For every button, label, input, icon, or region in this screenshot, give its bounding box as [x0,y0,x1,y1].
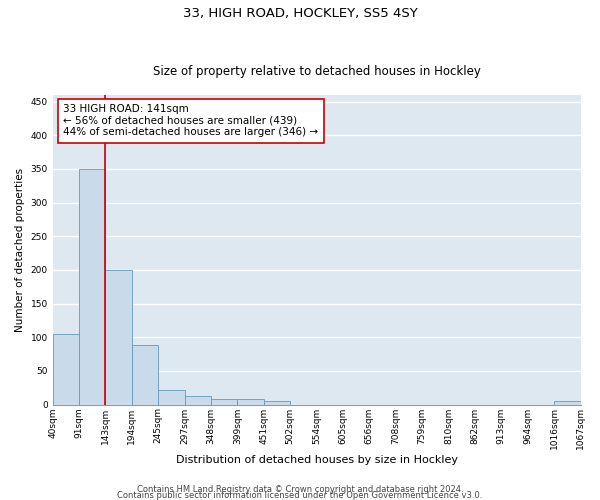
Bar [158,390,185,404]
Text: 33 HIGH ROAD: 141sqm
← 56% of detached houses are smaller (439)
44% of semi-deta: 33 HIGH ROAD: 141sqm ← 56% of detached h… [63,104,319,138]
Bar [79,169,106,404]
Bar [238,399,264,404]
Bar [185,396,211,404]
Y-axis label: Number of detached properties: Number of detached properties [15,168,25,332]
Bar [132,346,158,405]
Bar [106,270,132,404]
Text: Contains public sector information licensed under the Open Government Licence v3: Contains public sector information licen… [118,490,482,500]
Bar [264,401,290,404]
Bar [53,334,79,404]
Bar [211,399,238,404]
Text: 33, HIGH ROAD, HOCKLEY, SS5 4SY: 33, HIGH ROAD, HOCKLEY, SS5 4SY [182,8,418,20]
Bar [554,401,581,404]
X-axis label: Distribution of detached houses by size in Hockley: Distribution of detached houses by size … [176,455,458,465]
Text: Contains HM Land Registry data © Crown copyright and database right 2024.: Contains HM Land Registry data © Crown c… [137,484,463,494]
Title: Size of property relative to detached houses in Hockley: Size of property relative to detached ho… [152,66,481,78]
